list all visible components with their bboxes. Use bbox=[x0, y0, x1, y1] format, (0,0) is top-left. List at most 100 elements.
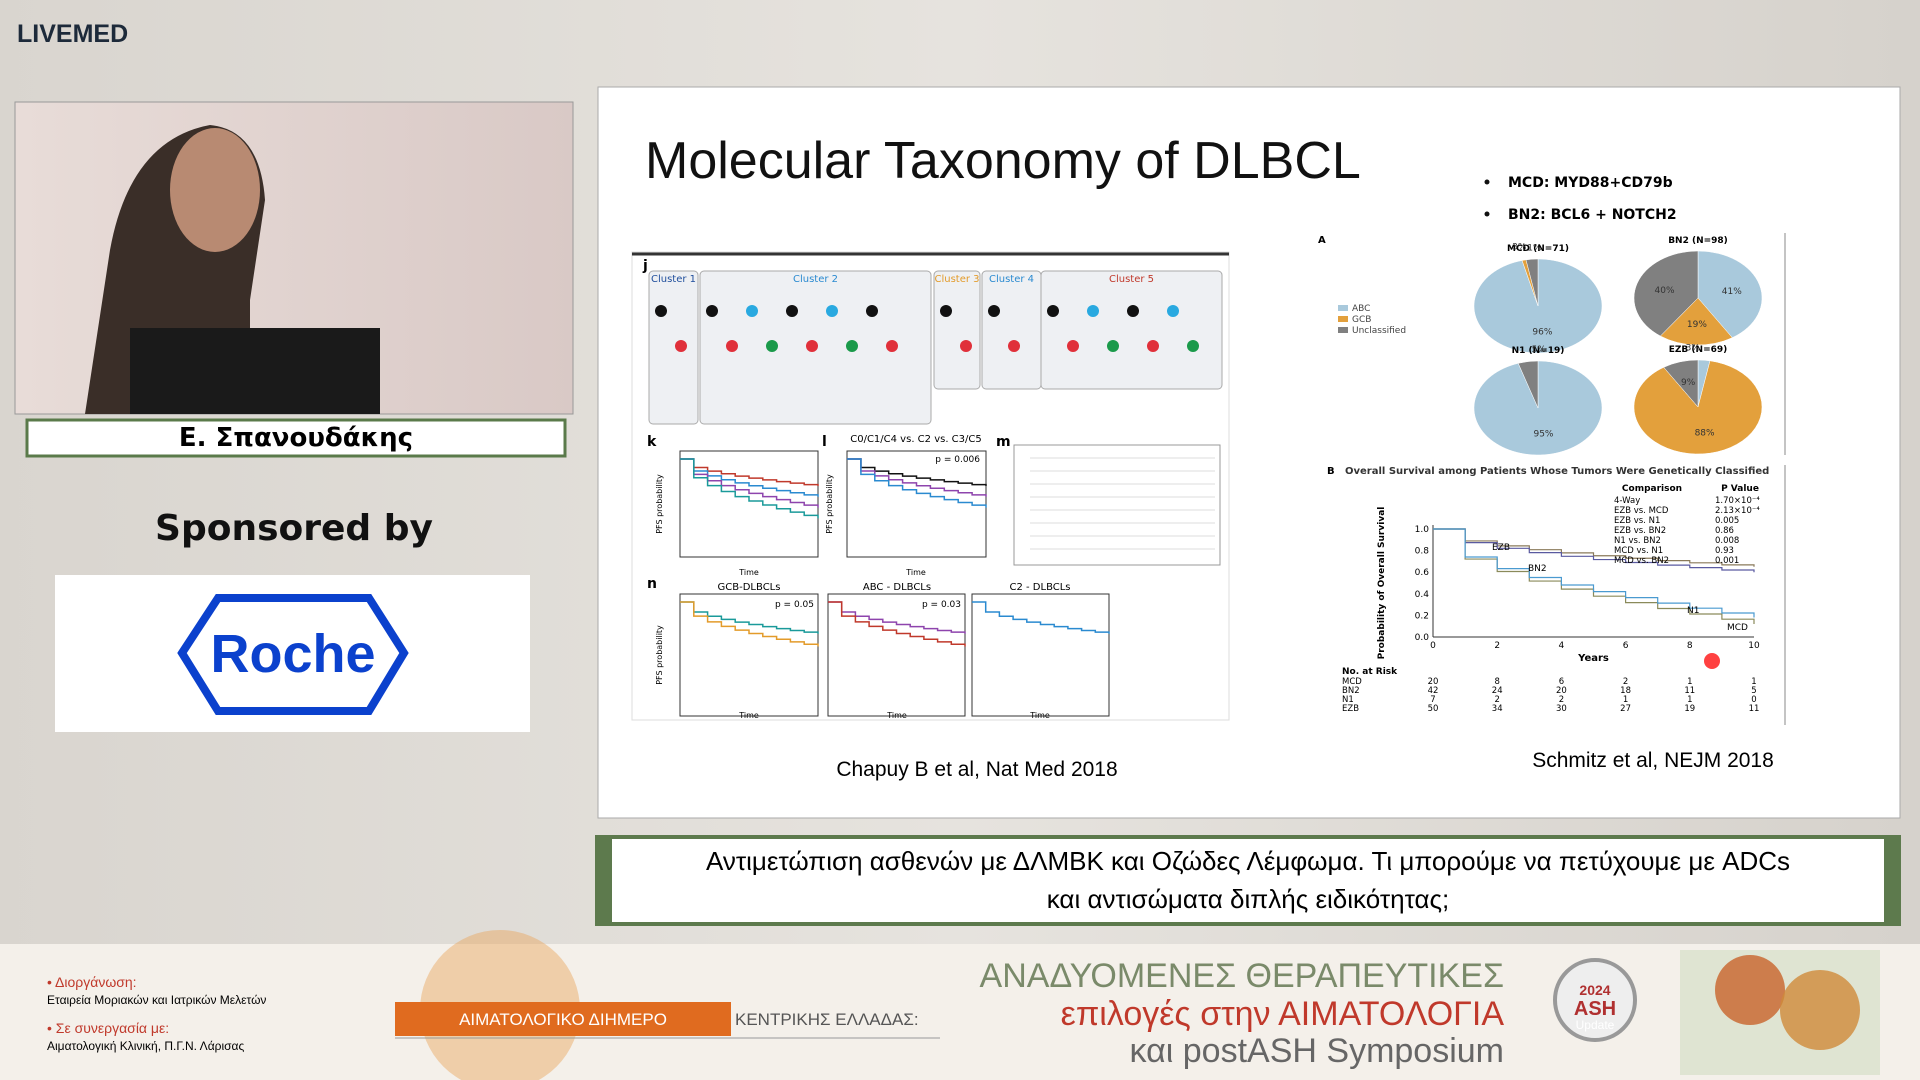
km-curve bbox=[680, 458, 819, 486]
km-plot bbox=[679, 593, 819, 717]
comparison-name: MCD vs. BN2 bbox=[1614, 556, 1669, 566]
event-title: και postASH Symposium bbox=[1130, 1032, 1504, 1070]
plot-title: ABC - DLBCLs bbox=[863, 582, 931, 593]
pie-slice bbox=[1517, 360, 1539, 409]
cluster-label: Cluster 1 bbox=[651, 274, 696, 285]
roche-hexagon bbox=[177, 594, 409, 715]
panel-letter: A bbox=[1318, 235, 1326, 246]
panel-letter: k bbox=[647, 434, 657, 450]
axis-label: PFS probability bbox=[655, 474, 664, 534]
y-tick-label: 0.4 bbox=[1415, 590, 1430, 600]
curve-label: BN2 bbox=[1528, 564, 1547, 574]
legend-label: ABC bbox=[1352, 304, 1370, 314]
logo: LIVEMED bbox=[17, 20, 128, 48]
km-curve bbox=[680, 601, 819, 634]
cluster-box bbox=[933, 270, 981, 390]
risk-count: 7 bbox=[1430, 695, 1435, 705]
risk-count: 2 bbox=[1494, 695, 1499, 705]
comparison-p: 0.001 bbox=[1715, 556, 1739, 566]
risk-count: 2 bbox=[1623, 677, 1628, 687]
risk-count: 6 bbox=[1559, 677, 1564, 687]
pie-label: 95% bbox=[1533, 430, 1553, 440]
cluster-label: Cluster 5 bbox=[1109, 274, 1154, 285]
cluster-label: Cluster 4 bbox=[989, 274, 1034, 285]
km-plot bbox=[679, 450, 819, 558]
risk-group: BN2 bbox=[1342, 686, 1360, 696]
gene-node bbox=[1067, 340, 1079, 352]
footer-org-label: • Διοργάνωση: bbox=[47, 974, 137, 990]
slide-title: Molecular Taxonomy of DLBCL bbox=[645, 132, 1361, 190]
curve-label: MCD bbox=[1727, 623, 1748, 633]
y-tick-label: 0.8 bbox=[1415, 547, 1430, 557]
panel-letter: l bbox=[822, 434, 827, 450]
axis-label: Time bbox=[1029, 711, 1050, 720]
risk-count: 42 bbox=[1428, 686, 1439, 696]
badge-text: ASH bbox=[1574, 998, 1616, 1020]
risk-count: 8 bbox=[1494, 677, 1499, 687]
sponsor-label: Sponsored by bbox=[155, 508, 433, 549]
p-value: p = 0.05 bbox=[775, 600, 814, 610]
gene-node bbox=[1187, 340, 1199, 352]
gene-node bbox=[1127, 305, 1139, 317]
survival-curve bbox=[1433, 528, 1755, 618]
footer-coop-label: • Σε συνεργασία με: bbox=[47, 1020, 169, 1036]
gene-node bbox=[786, 305, 798, 317]
p-value: p = 0.03 bbox=[922, 600, 961, 610]
name-bar bbox=[25, 418, 567, 458]
comparison-name: EZB vs. N1 bbox=[1614, 516, 1660, 526]
bullet: BN2: BCL6 + NOTCH2 bbox=[1508, 207, 1677, 223]
gene-node bbox=[1147, 340, 1159, 352]
sponsor-name: Roche bbox=[210, 624, 375, 684]
citation-left: Chapuy B et al, Nat Med 2018 bbox=[836, 758, 1117, 781]
risk-count: 0 bbox=[1751, 695, 1756, 705]
y-tick-label: 0.6 bbox=[1415, 568, 1430, 578]
gene-node bbox=[1167, 305, 1179, 317]
gene-node bbox=[726, 340, 738, 352]
gene-node bbox=[655, 305, 667, 317]
risk-count: 30 bbox=[1556, 704, 1567, 714]
cluster-label: Cluster 3 bbox=[934, 274, 979, 285]
comparison-name: 4-Way bbox=[1614, 496, 1640, 506]
comparison-name: EZB vs. BN2 bbox=[1614, 526, 1666, 536]
gene-node bbox=[706, 305, 718, 317]
risk-count: 50 bbox=[1428, 704, 1439, 714]
pie-label: 5% bbox=[1532, 345, 1547, 355]
km-curve bbox=[847, 458, 987, 486]
risk-count: 1 bbox=[1623, 695, 1628, 705]
legend-swatch bbox=[1338, 305, 1348, 311]
risk-count: 34 bbox=[1492, 704, 1503, 714]
panel-letter: B bbox=[1327, 466, 1335, 477]
table-header: P Value bbox=[1721, 484, 1759, 494]
pie-slice bbox=[1663, 359, 1699, 408]
footer-coop: Αιματολογική Κλινική, Π.Γ.Ν. Λάρισας bbox=[47, 1039, 244, 1053]
cluster-box bbox=[648, 270, 699, 425]
figure-left-content: Cluster 1 Cluster 2 Cluster 3 Cluster 4 Clus… bbox=[642, 258, 1223, 720]
risk-count: 11 bbox=[1684, 686, 1695, 696]
pie-slice bbox=[1525, 258, 1539, 307]
km-plot bbox=[827, 593, 966, 717]
km-curve bbox=[828, 601, 966, 647]
comparison-name: EZB vs. MCD bbox=[1614, 506, 1669, 516]
comparison-p: 0.008 bbox=[1715, 536, 1739, 546]
comparison-p: 0.93 bbox=[1715, 546, 1734, 556]
legend-swatch bbox=[1338, 327, 1348, 333]
gene-node bbox=[1047, 305, 1059, 317]
risk-group: N1 bbox=[1342, 695, 1354, 705]
footer-org: Εταιρεία Μοριακών και Ιατρικών Μελετών bbox=[47, 993, 266, 1007]
risk-count: 24 bbox=[1492, 686, 1503, 696]
axis-label: Time bbox=[738, 711, 759, 720]
x-tick-label: 4 bbox=[1559, 641, 1565, 651]
risk-count: 1 bbox=[1687, 695, 1692, 705]
risk-count: 1 bbox=[1687, 677, 1692, 687]
table-header: Comparison bbox=[1622, 484, 1682, 494]
bullet-dot bbox=[1484, 211, 1490, 217]
curve-label: EZB bbox=[1492, 543, 1510, 553]
panel-letter: j bbox=[642, 258, 648, 274]
axis-label: Time bbox=[886, 711, 907, 720]
pie-slice bbox=[1633, 360, 1763, 455]
comparison-p: 2.13×10⁻⁴ bbox=[1715, 506, 1760, 516]
legend-label: GCB bbox=[1352, 315, 1371, 325]
speaker-name: Ε. Σπανουδάκης bbox=[179, 423, 413, 453]
km-curve bbox=[828, 601, 966, 634]
gene-node bbox=[940, 305, 952, 317]
